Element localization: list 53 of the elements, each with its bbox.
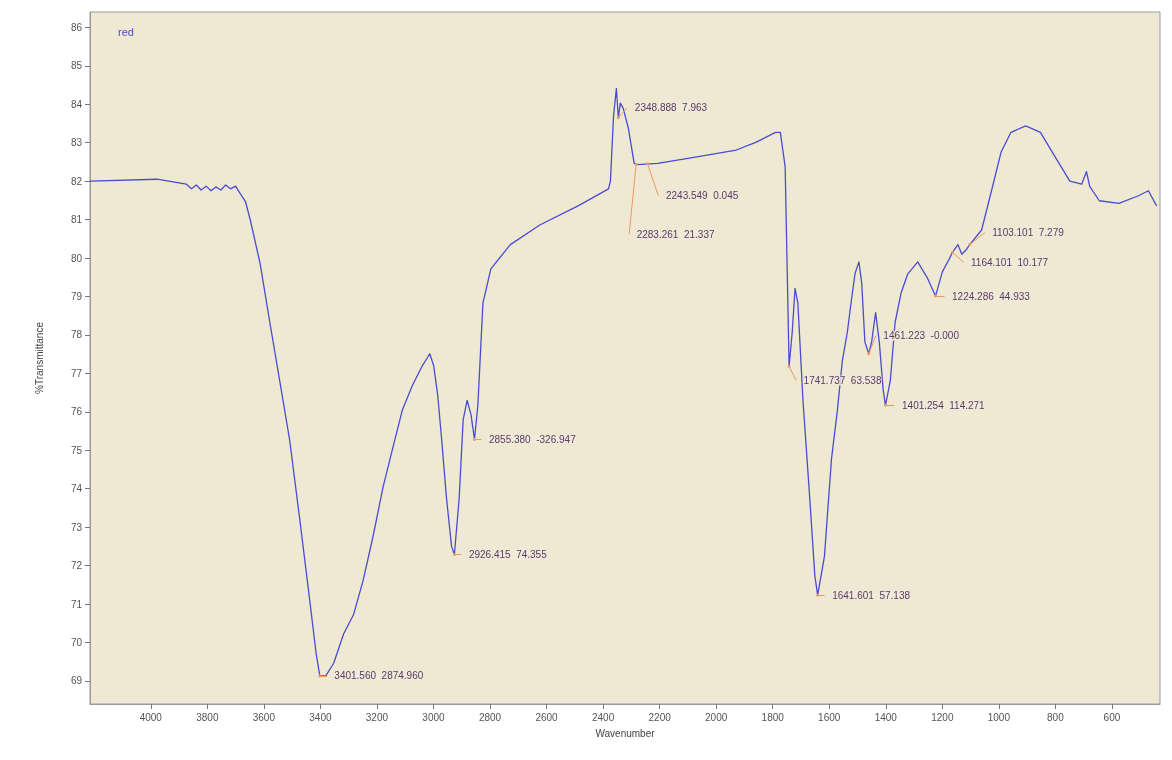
x-tick-label: 600: [1103, 711, 1121, 723]
x-tick-label: 2400: [591, 711, 615, 723]
y-tick-label: 80: [70, 252, 83, 264]
y-tick-label: 77: [70, 367, 83, 379]
annotation: 3401.560 2874.960: [334, 670, 424, 682]
y-tick-label: 73: [70, 521, 83, 533]
y-tick-label: 75: [70, 444, 83, 456]
annotation: 1103.101 7.279: [992, 227, 1065, 239]
x-tick-label: 1400: [874, 711, 898, 723]
x-tick-label: 1800: [761, 711, 785, 723]
x-tick-label: 3000: [422, 711, 446, 723]
annotation: 2243.549 0.045: [665, 190, 739, 202]
annotation: 2283.261 21.337: [636, 228, 715, 240]
x-tick-label: 1200: [931, 711, 954, 723]
y-tick-label: 84: [70, 98, 83, 110]
x-tick-label: 2000: [705, 711, 728, 723]
y-tick-label: 74: [70, 483, 83, 495]
annotation: 1741.737 63.538: [803, 374, 882, 386]
y-tick-label: 72: [70, 560, 83, 572]
x-tick-label: 2600: [535, 711, 559, 723]
y-tick-label: 81: [70, 214, 83, 226]
x-tick-label: 2800: [478, 711, 502, 723]
y-axis-title: %Transmittance: [33, 321, 45, 394]
y-tick-label: 78: [70, 329, 83, 341]
x-tick-label: 3800: [196, 711, 219, 723]
annotation: 1641.601 57.138: [832, 589, 911, 601]
x-tick-label: 800: [1047, 711, 1065, 723]
y-tick-label: 83: [70, 137, 83, 149]
x-tick-label: 1000: [987, 711, 1011, 723]
annotation: 2348.888 7.963: [634, 102, 708, 114]
annotation: 1401.254 114.271: [902, 399, 986, 411]
x-tick-label: 3600: [252, 711, 276, 723]
x-tick-label: 2200: [648, 711, 672, 723]
y-tick-label: 82: [70, 175, 83, 187]
x-tick-label: 3200: [365, 711, 389, 723]
annotation: 1224.286 44.933: [952, 290, 1031, 302]
x-axis-title: Wavenumber: [595, 727, 656, 739]
annotation: 1461.223 -0.000: [883, 330, 960, 342]
x-tick-label: 1600: [818, 711, 841, 723]
annotation: 2855.380 -326.947: [488, 434, 577, 445]
y-tick-label: 69: [70, 675, 83, 687]
y-tick-label: 86: [70, 21, 83, 33]
y-tick-label: 79: [70, 290, 83, 302]
x-tick-label: 4000: [139, 711, 163, 723]
text: red: [118, 26, 134, 38]
y-tick-label: 70: [70, 636, 83, 648]
y-tick-label: 71: [70, 598, 83, 610]
y-tick-label: 85: [70, 60, 83, 72]
x-tick-label: 3400: [309, 711, 332, 723]
line-series: [89, 87, 1157, 677]
y-tick-label: 76: [70, 406, 83, 418]
annotation: 2926.415 74.355: [468, 548, 548, 560]
annotation: 1164.101 10.177: [971, 256, 1049, 268]
